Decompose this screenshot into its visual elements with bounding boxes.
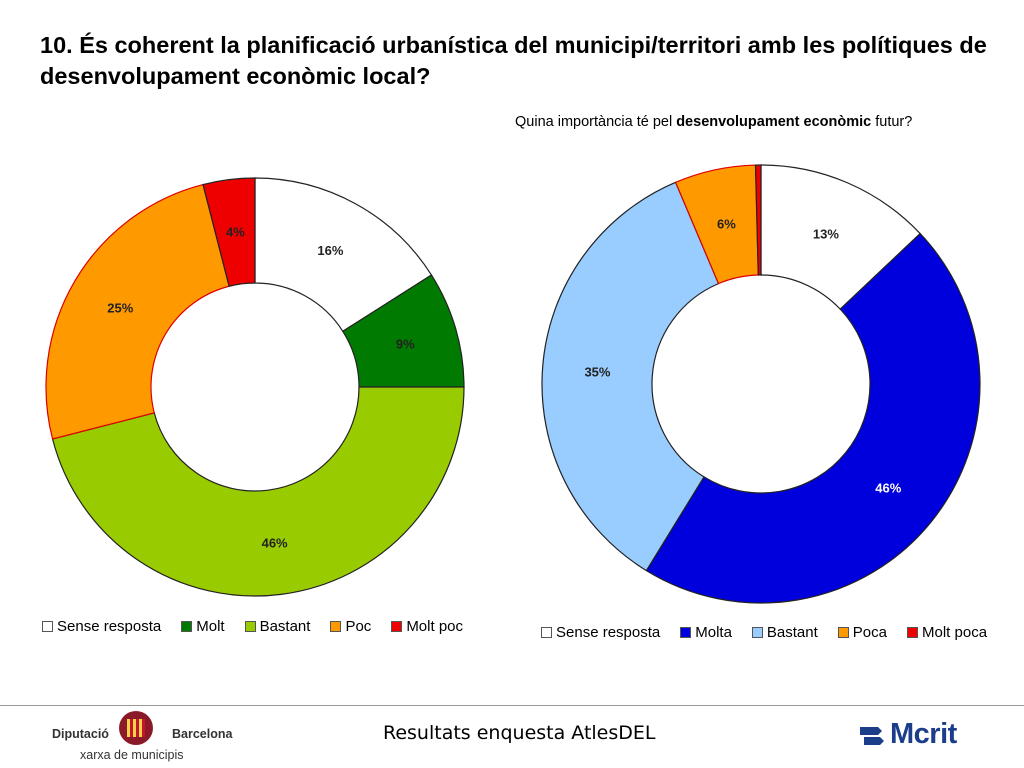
legend-chart-2: Sense resposta Molta Bastant Poca Molt poca [541,624,1007,641]
chart-2-data-label: 13% [813,226,839,241]
legend-label: Poc [345,618,372,635]
legend-item: Molt poc [391,618,463,635]
legend-swatch [330,621,342,632]
logo-subtitle: xarxa de municipis [80,748,184,762]
legend-swatch [751,627,763,638]
footer-title: Resultats enquesta AtlesDEL [383,722,656,744]
logo-name-left: Diputació [52,727,109,741]
legend-item: Molt [181,618,225,635]
legend-swatch [244,621,256,632]
chart-1-slice-bastant [51,386,465,597]
chart-1-data-label: 16% [317,243,343,258]
legend-label: Molt [196,618,225,635]
chart-1-data-label: 9% [396,336,415,351]
legend-item: Molta [680,624,732,641]
chart-2-slice-bastant [541,181,720,572]
mcrit-wordmark: Mcrit [890,718,957,750]
legend-swatch [907,627,918,638]
legend-swatch [181,621,193,632]
legend-item: Bastant [751,624,818,641]
legend-swatch [837,627,849,638]
mcrit-logo: Mcrit [858,718,978,752]
legend-label: Molt poc [406,618,464,635]
chart-1-data-label: 4% [226,225,245,240]
chart-2-slice-molta [645,232,981,604]
legend-item: Sense resposta [541,624,660,641]
legend-item: Molt poca [907,624,987,641]
legend-label: Sense resposta [556,624,661,641]
chart-1-slice-molt-poc [202,177,256,287]
legend-item: Sense resposta [42,618,161,635]
page-title: 10. És coherent la planificació urbaníst… [40,32,987,89]
logo-name-right: Barcelona [172,727,233,741]
chart-2-subtitle: Quina importància té pel desenvolupament… [515,114,912,130]
legend-item: Poca [837,624,887,641]
legend-swatch [42,621,53,632]
chart-1-slice-sense-resposta [254,177,433,333]
chart-2-data-label: 6% [717,217,736,232]
legend-label: Molta [695,624,732,641]
chart-2-data-label: 46% [875,480,901,495]
chart-2-slice-molt-poca [754,164,762,276]
footer-divider [0,705,1024,706]
legend-label: Bastant [259,618,311,635]
legend-label: Bastant [766,624,818,641]
mcrit-arrows-icon [860,727,884,745]
subtitle-part: Quina importància té pel [515,114,677,130]
diputacio-logo: Diputació Barcelona xarxa de municipis [52,711,232,763]
seal-icon [119,711,153,745]
legend-label: Sense resposta [57,618,162,635]
legend-chart-1: Sense resposta Molt Bastant Poc Molt poc [42,618,483,635]
subtitle-bold: desenvolupament econòmic [676,114,872,130]
legend-label: Poca [852,624,887,641]
chart-2-data-label: 35% [584,365,610,380]
legend-item: Poc [330,618,371,635]
chart-1-data-label: 25% [107,300,133,315]
donut-charts: 16% 9% 46% 25% 4% 13% 46% 35% 6% [45,164,981,604]
legend-label: Molt poca [922,624,988,641]
legend-swatch [680,627,692,638]
subtitle-part-end: futur? [871,114,913,130]
legend-swatch [391,621,403,632]
chart-1-data-label: 46% [262,535,288,550]
legend-item: Bastant [244,618,311,635]
legend-swatch [541,627,552,638]
chart-1-slice-poc [45,183,230,440]
